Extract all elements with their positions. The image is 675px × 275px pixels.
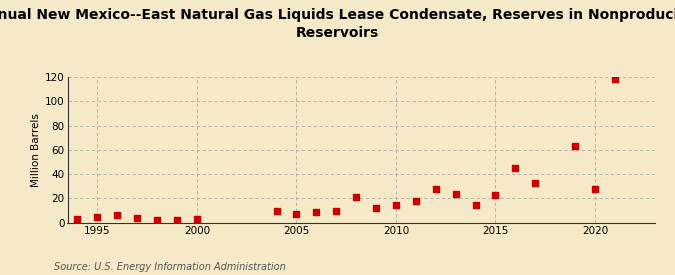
Point: [152, 218, 163, 222]
Point: [171, 218, 182, 222]
Point: [112, 213, 123, 218]
Point: [331, 208, 342, 213]
Point: [530, 180, 541, 185]
Text: Source: U.S. Energy Information Administration: Source: U.S. Energy Information Administ…: [54, 262, 286, 272]
Point: [311, 210, 322, 214]
Point: [590, 186, 601, 191]
Point: [72, 217, 83, 221]
Point: [351, 195, 362, 199]
Point: [570, 144, 580, 148]
Point: [271, 208, 282, 213]
Y-axis label: Million Barrels: Million Barrels: [31, 113, 40, 187]
Point: [490, 192, 501, 197]
Text: Annual New Mexico--East Natural Gas Liquids Lease Condensate, Reserves in Nonpro: Annual New Mexico--East Natural Gas Liqu…: [0, 8, 675, 40]
Point: [470, 202, 481, 207]
Point: [192, 217, 202, 221]
Point: [450, 191, 461, 196]
Point: [92, 214, 103, 219]
Point: [410, 199, 421, 203]
Point: [431, 186, 441, 191]
Point: [371, 206, 381, 210]
Point: [391, 202, 402, 207]
Point: [510, 166, 521, 170]
Point: [291, 212, 302, 216]
Point: [610, 77, 620, 82]
Point: [132, 216, 142, 220]
